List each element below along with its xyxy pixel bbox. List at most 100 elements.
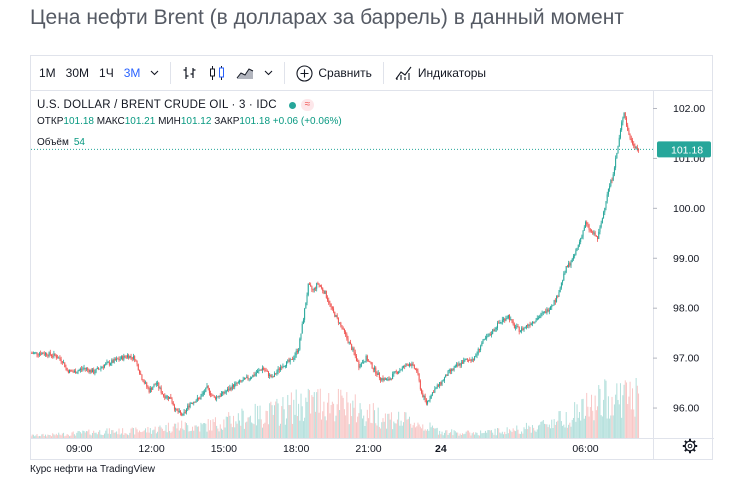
settings-gear-icon[interactable] xyxy=(682,438,698,454)
candle-body xyxy=(259,369,261,371)
candle-body xyxy=(237,382,239,384)
volume-bar xyxy=(537,425,539,438)
candle-body xyxy=(586,222,588,225)
volume-bar xyxy=(393,421,395,438)
candle-body xyxy=(384,378,386,380)
chevron-down-icon xyxy=(150,70,159,76)
volume-bar xyxy=(488,429,490,438)
candle-body xyxy=(556,296,558,302)
candle-body xyxy=(254,373,256,376)
tradingview-attribution-link[interactable]: Курс нефти на TradingView xyxy=(30,464,155,475)
volume-bar xyxy=(605,380,607,438)
last-price-tag xyxy=(657,141,711,158)
candle-body xyxy=(167,396,169,399)
area-style-button[interactable] xyxy=(231,66,259,80)
candle-body xyxy=(65,367,67,368)
candle-body xyxy=(597,236,599,239)
candle-style-button[interactable] xyxy=(203,65,231,81)
volume-bar xyxy=(591,394,593,438)
candle-body xyxy=(575,250,577,255)
chart-style-dropdown-button[interactable] xyxy=(259,70,278,76)
candle-body xyxy=(542,312,544,314)
volume-bar xyxy=(566,427,568,438)
candle-body xyxy=(490,334,492,335)
candle-body xyxy=(342,328,344,330)
candle-body xyxy=(456,364,458,366)
candle-body xyxy=(60,359,62,362)
volume-bar xyxy=(266,411,268,438)
candle-body xyxy=(124,355,126,357)
candle-body xyxy=(415,368,417,370)
candle-body xyxy=(511,319,513,322)
volume-bar xyxy=(447,434,449,438)
candle-body xyxy=(224,392,226,394)
interval-3m-button[interactable]: 3M xyxy=(123,66,141,80)
candle-body xyxy=(576,247,578,251)
volume-bar xyxy=(624,380,626,438)
candle-body xyxy=(219,396,221,397)
candle-body xyxy=(216,396,218,400)
interval-1m-button[interactable]: 1M xyxy=(39,66,56,80)
indicators-button[interactable]: Индикаторы xyxy=(390,65,491,81)
volume-bar xyxy=(220,428,222,438)
volume-bar xyxy=(466,430,468,438)
candle-body xyxy=(354,352,356,357)
candle-body xyxy=(377,372,379,376)
candle-body xyxy=(171,398,173,403)
candle-body xyxy=(54,353,56,356)
volume-bar xyxy=(323,401,325,438)
volume-bar xyxy=(409,416,411,438)
volume-bar xyxy=(563,424,565,438)
volume-bar xyxy=(489,430,491,438)
volume-bar xyxy=(40,436,42,438)
candle-body xyxy=(613,167,615,175)
candle-body xyxy=(153,384,155,388)
candle-body xyxy=(497,322,498,329)
volume-bar xyxy=(540,421,542,438)
volume-bar xyxy=(300,393,302,438)
price-chart[interactable]: 102.00101.00100.0099.0098.0097.0096.0010… xyxy=(31,91,714,460)
candle-body xyxy=(558,292,560,297)
volume-bar xyxy=(547,427,549,438)
volume-bar xyxy=(593,420,595,438)
chevron-down-icon xyxy=(264,70,273,76)
chart-area[interactable]: 102.00 101.00 100.00 99.00 98.00 97.00 96.00 10… xyxy=(31,91,714,460)
volume-bar xyxy=(290,392,292,438)
interval-1h-button[interactable]: 1Ч xyxy=(99,66,114,80)
volume-bar xyxy=(558,411,560,438)
candle-body xyxy=(257,370,259,373)
candle-body xyxy=(634,146,636,149)
candle-body xyxy=(545,311,547,314)
candle-body xyxy=(482,339,484,343)
candle-body xyxy=(500,322,502,323)
candle-body xyxy=(341,325,343,329)
compare-button[interactable]: Сравнить xyxy=(291,64,376,82)
volume-bar xyxy=(131,427,133,438)
candle-body xyxy=(58,357,60,359)
candle-body xyxy=(409,363,411,366)
candle-body xyxy=(267,371,269,376)
candle-body xyxy=(159,387,161,389)
interval-dropdown-button[interactable] xyxy=(145,70,164,76)
candle-body xyxy=(311,286,313,290)
volume-bar xyxy=(536,429,538,438)
candle-body xyxy=(477,348,479,354)
volume-bar xyxy=(254,403,256,438)
interval-30m-button[interactable]: 30M xyxy=(65,66,90,80)
candle-body xyxy=(572,256,574,259)
volume-bar xyxy=(492,432,494,438)
candle-body xyxy=(570,262,572,266)
candle-body xyxy=(336,315,338,318)
volume-bar xyxy=(343,409,345,438)
change-value: +0.06 (+0.06%) xyxy=(272,116,342,127)
volume-bar xyxy=(88,429,90,438)
volume-bar xyxy=(169,430,171,438)
candle-body xyxy=(282,366,284,368)
candle-body xyxy=(370,362,372,363)
candle-body xyxy=(134,356,136,361)
volume-bar xyxy=(359,403,361,438)
bar-style-button[interactable] xyxy=(177,65,203,81)
volume-bar xyxy=(231,427,233,438)
candle-body xyxy=(82,368,84,370)
candle-body xyxy=(615,158,617,168)
